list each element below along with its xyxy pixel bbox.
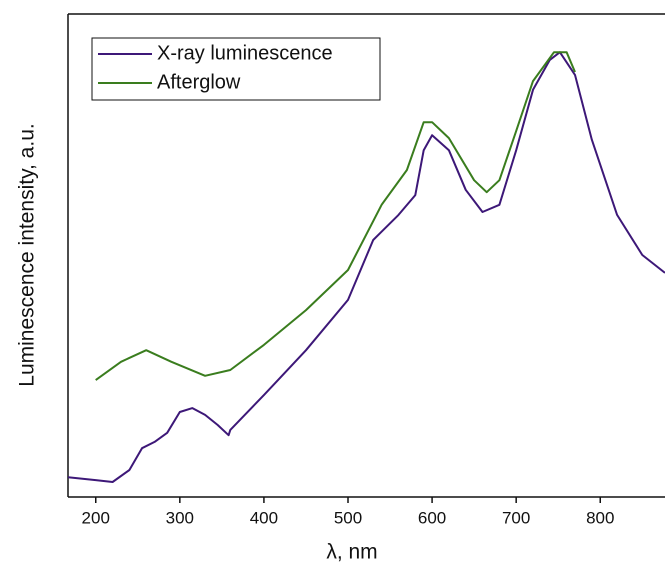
series-line bbox=[95, 51, 576, 381]
x-tick-label: 600 bbox=[418, 508, 446, 527]
series-line bbox=[68, 51, 665, 483]
x-tick-label: 400 bbox=[250, 508, 278, 527]
x-tick-label: 500 bbox=[334, 508, 362, 527]
legend-label: X-ray luminescence bbox=[157, 42, 333, 64]
x-tick-label: 800 bbox=[586, 508, 614, 527]
y-axis-title: Luminescence intensity, a.u. bbox=[16, 123, 39, 386]
plot-area bbox=[68, 51, 665, 483]
x-tick-label: 200 bbox=[82, 508, 110, 527]
legend-label: Afterglow bbox=[157, 71, 241, 93]
x-tick-label: 300 bbox=[166, 508, 194, 527]
x-axis-title: λ, nm bbox=[326, 541, 377, 564]
x-tick-label: 700 bbox=[502, 508, 530, 527]
legend bbox=[91, 37, 381, 101]
